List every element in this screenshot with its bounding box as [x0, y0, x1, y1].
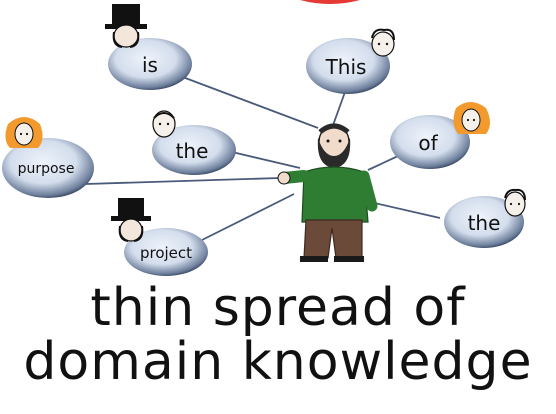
line-the-right	[369, 201, 441, 219]
red-accent-shape	[300, 0, 360, 4]
curly-hair-man-icon	[371, 28, 395, 57]
node-of-label: of	[418, 131, 438, 155]
node-this: This	[306, 28, 395, 94]
top-hat-man-icon	[111, 198, 151, 242]
red-haired-woman-icon	[5, 117, 43, 148]
node-this-label: This	[325, 55, 367, 79]
line-the-left	[231, 151, 301, 169]
line-purpose	[85, 177, 281, 185]
connection-lines	[85, 75, 441, 241]
node-project-label: project	[140, 244, 192, 262]
caption-line-2: domain knowledge	[23, 332, 533, 392]
node-is-label: is	[142, 53, 158, 77]
node-the-left-label: the	[176, 139, 209, 163]
caption-line-1: thin spread of	[90, 278, 466, 338]
line-project	[201, 193, 295, 241]
node-the-left: the	[152, 110, 236, 175]
node-project: project	[111, 198, 208, 276]
node-the-right: the	[444, 188, 526, 248]
node-purpose: purpose	[2, 117, 94, 198]
node-of: of	[390, 102, 490, 169]
curly-hair-man-icon	[504, 188, 526, 217]
line-of	[367, 155, 399, 171]
bald-man-icon	[152, 110, 176, 138]
node-is: is	[105, 4, 192, 90]
red-haired-woman-icon	[453, 102, 490, 134]
node-purpose-label: purpose	[18, 161, 75, 177]
line-is	[179, 75, 319, 129]
top-hat-man-icon	[105, 4, 147, 48]
bearded-man-figure	[277, 123, 378, 262]
node-the-right-label: the	[468, 211, 501, 235]
line-this	[331, 91, 346, 129]
